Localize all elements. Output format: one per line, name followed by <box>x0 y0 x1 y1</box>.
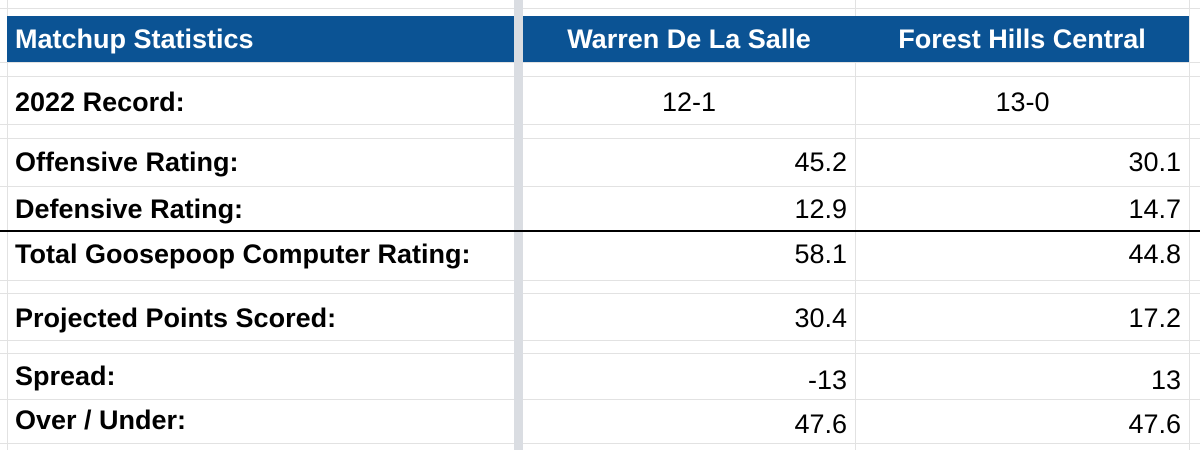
cell-team2-over-under[interactable]: 47.6 <box>1128 409 1181 439</box>
row-gridline <box>0 340 1200 341</box>
row-gridline <box>0 62 1200 63</box>
header-team1: Warren De La Salle <box>567 24 811 54</box>
row-label-record[interactable]: 2022 Record: <box>15 87 185 117</box>
row-gridline <box>0 124 1200 125</box>
cell-team2-record[interactable]: 13-0 <box>995 87 1050 117</box>
cell-team1-defensive[interactable]: 12.9 <box>794 194 847 224</box>
total-border-line <box>0 230 1200 232</box>
row-gridline <box>0 76 1200 77</box>
cell-team1-projected-points[interactable]: 30.4 <box>794 303 847 333</box>
column-gridline <box>855 0 856 450</box>
header-team2: Forest Hills Central <box>898 24 1146 54</box>
frozen-column-divider[interactable] <box>514 0 523 450</box>
row-gridline <box>0 443 1200 444</box>
header-title: Matchup Statistics <box>15 24 254 54</box>
cell-team2-defensive[interactable]: 14.7 <box>1128 194 1181 224</box>
cell-team2-total-rating[interactable]: 44.8 <box>1128 239 1181 269</box>
cell-team1-record[interactable]: 12-1 <box>661 87 717 117</box>
row-gridline <box>0 280 1200 281</box>
row-label-over-under[interactable]: Over / Under: <box>15 405 187 435</box>
row-gridline <box>0 186 1200 187</box>
row-gridline <box>0 353 1200 354</box>
cell-team1-over-under[interactable]: 47.6 <box>794 409 847 439</box>
cell-team1-total-rating[interactable]: 58.1 <box>794 239 847 269</box>
row-gridline <box>0 293 1200 294</box>
row-label-total-rating[interactable]: Total Goosepoop Computer Rating: <box>15 239 471 269</box>
cell-team1-offensive[interactable]: 45.2 <box>794 147 847 177</box>
row-label-projected-points[interactable]: Projected Points Scored: <box>15 303 337 333</box>
header-cell-title[interactable]: Matchup Statistics <box>7 16 514 62</box>
row-gridline <box>0 8 1200 9</box>
cell-team2-projected-points[interactable]: 17.2 <box>1128 303 1181 333</box>
column-gridline <box>1189 0 1190 450</box>
cell-team2-spread[interactable]: 13 <box>1150 365 1181 395</box>
row-label-spread[interactable]: Spread: <box>15 361 116 391</box>
row-gridline <box>0 399 1200 400</box>
row-label-defensive[interactable]: Defensive Rating: <box>15 194 244 224</box>
row-gridline <box>0 138 1200 139</box>
cell-team1-spread[interactable]: -13 <box>807 365 847 395</box>
cell-team2-offensive[interactable]: 30.1 <box>1128 147 1181 177</box>
row-label-offensive[interactable]: Offensive Rating: <box>15 147 239 177</box>
header-cell-teams[interactable]: Warren De La Salle Forest Hills Central <box>523 16 1189 62</box>
column-gridline <box>7 0 8 450</box>
